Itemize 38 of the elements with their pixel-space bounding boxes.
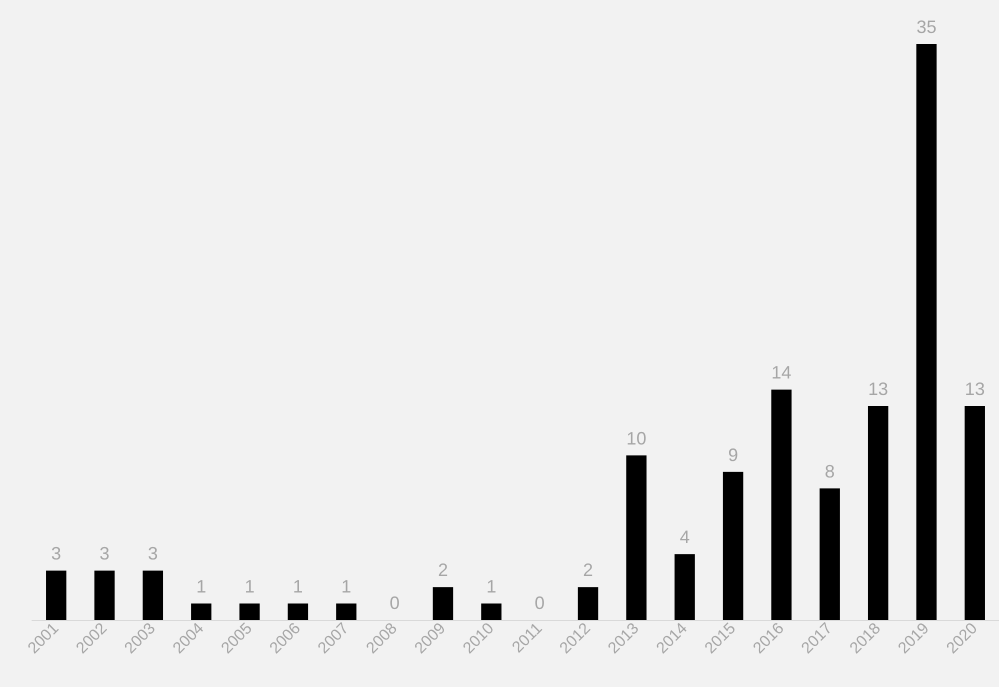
bar [578,587,598,620]
bar [868,406,888,620]
data-label: 1 [292,576,303,597]
data-label: 3 [148,544,158,564]
bar [964,406,985,620]
data-label: 1 [196,576,206,597]
data-label: 10 [626,428,646,448]
data-label: 14 [771,362,792,383]
bar [771,390,792,620]
data-label: 13 [868,379,888,400]
data-label: 3 [100,544,110,564]
data-label: 3 [51,544,62,564]
bar [674,554,695,620]
data-label: 1 [486,576,496,597]
bar [626,455,647,620]
data-label: 9 [728,444,738,465]
data-label: 4 [680,527,690,548]
bar [46,570,66,620]
data-label: 2 [438,560,448,580]
data-label: 0 [390,593,400,613]
data-label: 8 [824,461,835,482]
data-label: 1 [341,576,352,597]
bar [288,604,308,620]
bar [239,604,260,620]
bar [336,604,356,620]
bar [722,472,744,620]
data-label: 13 [964,379,985,400]
bar [481,604,502,620]
bar [820,488,840,620]
data-label: 35 [916,17,936,37]
bar [94,570,115,620]
bar [916,44,937,620]
data-label: 0 [534,593,545,613]
bar [191,604,212,620]
bar [432,587,454,620]
data-label: 1 [244,576,255,597]
data-label: 2 [583,560,594,580]
bar [142,570,164,620]
